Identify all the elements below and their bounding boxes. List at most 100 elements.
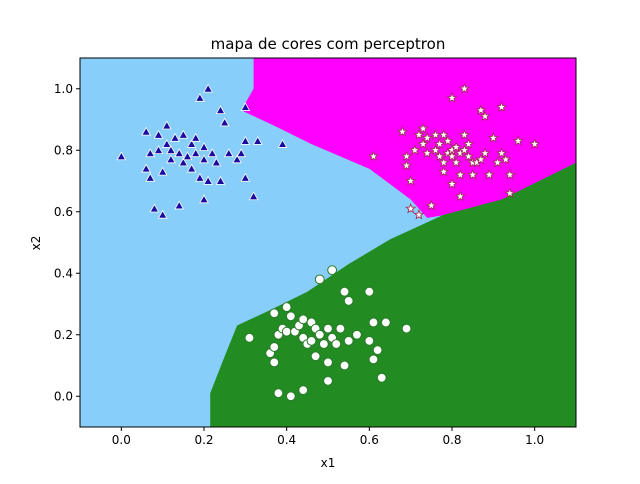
plot-frame bbox=[79, 57, 577, 428]
circle-point bbox=[244, 332, 255, 343]
triangle-point bbox=[215, 175, 226, 185]
triangle-point bbox=[178, 129, 189, 139]
star-point bbox=[438, 165, 450, 177]
star-point bbox=[491, 156, 503, 168]
circle-point bbox=[327, 265, 338, 276]
star-point bbox=[425, 199, 437, 211]
star-point bbox=[401, 150, 413, 162]
star-point bbox=[446, 150, 458, 162]
triangle-point bbox=[116, 151, 127, 161]
y-tick-label: 1.0 bbox=[54, 82, 73, 96]
circle-point bbox=[269, 357, 280, 368]
star-point bbox=[417, 138, 429, 149]
triangle-point bbox=[141, 163, 152, 173]
triangle-point bbox=[211, 157, 222, 167]
x-tick-label: 0.8 bbox=[442, 433, 461, 447]
triangle-point bbox=[215, 105, 226, 115]
star-point bbox=[446, 92, 458, 103]
triangle-point bbox=[182, 151, 193, 161]
triangle-point bbox=[157, 166, 168, 176]
circle-point bbox=[323, 357, 333, 368]
triangle-point bbox=[161, 139, 172, 148]
star-point bbox=[458, 144, 470, 155]
star-point bbox=[475, 104, 487, 115]
region-circle bbox=[210, 162, 576, 427]
star-point bbox=[405, 175, 417, 186]
star-point bbox=[442, 135, 454, 146]
triangle-point bbox=[252, 136, 263, 145]
circle-point bbox=[368, 317, 379, 328]
star-point bbox=[438, 156, 450, 168]
triangle-point bbox=[199, 154, 209, 164]
triangle-point bbox=[153, 145, 164, 155]
star-point bbox=[496, 101, 508, 112]
star-point bbox=[438, 129, 450, 140]
triangle-point bbox=[240, 102, 251, 111]
x-tick-label: 0.4 bbox=[277, 433, 296, 447]
circle-point bbox=[269, 342, 280, 352]
triangle-point bbox=[141, 126, 152, 136]
circle-point bbox=[364, 336, 375, 346]
star-point bbox=[500, 153, 512, 165]
triangle-point bbox=[174, 148, 185, 158]
decision-regions bbox=[80, 58, 576, 427]
star-point bbox=[458, 83, 470, 94]
circle-point bbox=[273, 388, 284, 399]
x-axis-label: x1 bbox=[321, 456, 336, 470]
circle-point bbox=[323, 375, 333, 386]
circle-point bbox=[343, 336, 354, 346]
x-axis: 0.0 0.2 0.4 0.6 0.8 1.0 bbox=[112, 427, 544, 447]
circle-point bbox=[298, 314, 309, 325]
star-point bbox=[409, 144, 421, 155]
star-point bbox=[487, 132, 499, 143]
star-point bbox=[396, 125, 408, 137]
circle-point bbox=[314, 329, 325, 340]
star-point bbox=[504, 169, 516, 180]
circle-point bbox=[352, 329, 362, 340]
triangle-point bbox=[203, 83, 214, 93]
triangle-point bbox=[236, 148, 247, 158]
y-tick-label: 0.2 bbox=[54, 328, 73, 342]
y-tick-label: 0.4 bbox=[54, 266, 73, 280]
circle-point bbox=[285, 311, 296, 322]
circle-point bbox=[376, 372, 387, 383]
triangle-point bbox=[194, 172, 205, 182]
star-point bbox=[458, 129, 470, 140]
star-point bbox=[512, 135, 524, 146]
data-points bbox=[116, 83, 541, 402]
star-point bbox=[454, 169, 466, 180]
circle-point bbox=[269, 308, 280, 319]
star-point bbox=[479, 147, 491, 158]
triangle-point bbox=[166, 145, 176, 155]
y-axis-label: x2 bbox=[29, 236, 43, 251]
star-point bbox=[496, 147, 508, 158]
circle-point bbox=[306, 336, 317, 346]
circle-point bbox=[368, 354, 379, 365]
y-axis: 0.0 0.2 0.4 0.6 0.8 1.0 bbox=[54, 82, 80, 403]
triangle-point bbox=[166, 154, 176, 164]
y-tick-label: 0.6 bbox=[54, 205, 73, 219]
circle-point bbox=[285, 391, 296, 402]
circle-point bbox=[298, 385, 309, 396]
star-point bbox=[504, 187, 516, 198]
triangle-point bbox=[149, 203, 160, 213]
star-point bbox=[434, 150, 446, 162]
triangle-point bbox=[240, 136, 251, 145]
x-tick-label: 0.0 bbox=[112, 433, 131, 447]
star-point bbox=[475, 153, 487, 165]
region-star bbox=[241, 58, 576, 218]
circle-point bbox=[372, 345, 383, 356]
triangle-point bbox=[178, 157, 189, 167]
star-point bbox=[454, 190, 466, 202]
circle-point bbox=[314, 274, 325, 285]
star-point bbox=[434, 138, 446, 149]
star-point bbox=[483, 169, 495, 180]
triangle-point bbox=[240, 172, 251, 182]
chart-title: mapa de cores com perceptron bbox=[211, 35, 446, 53]
triangle-point bbox=[145, 148, 156, 158]
star-point bbox=[463, 150, 475, 162]
triangle-point bbox=[194, 92, 205, 102]
triangle-point bbox=[248, 191, 259, 201]
circle-point bbox=[318, 339, 329, 349]
